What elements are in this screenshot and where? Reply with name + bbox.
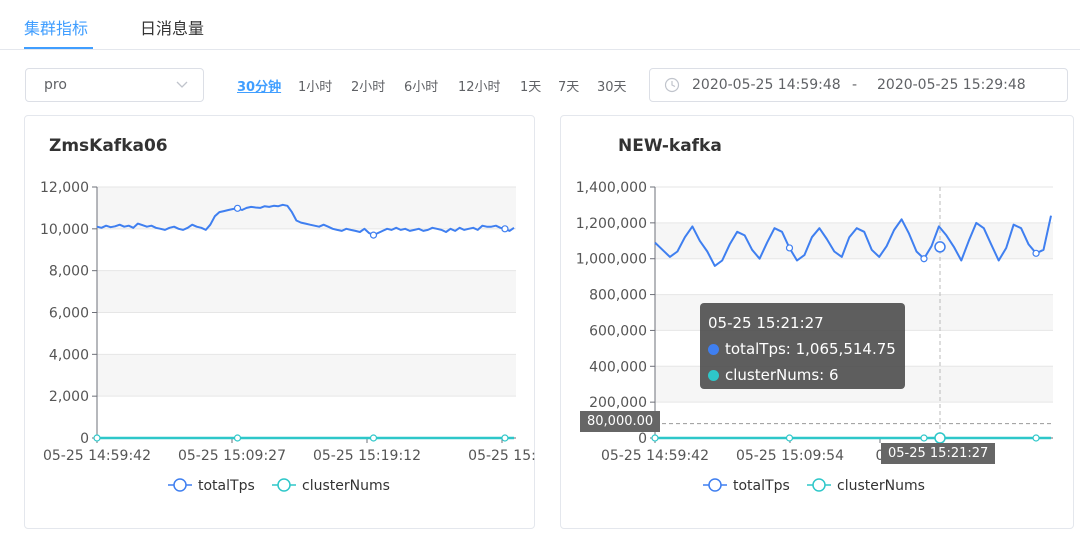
tooltip-row-totaltps: totalTps: 1,065,514.75 <box>708 336 897 362</box>
x-tick-label: 05-25 15:09:27 <box>178 448 286 464</box>
y-tick-label: 1,000,000 <box>576 252 647 268</box>
legend-circle-icon <box>812 478 826 492</box>
hover-point-clusternums <box>934 432 946 444</box>
legend-circle-icon <box>277 478 291 492</box>
range-12h[interactable]: 12小时 <box>458 80 501 95</box>
range-2h[interactable]: 2小时 <box>351 80 386 95</box>
y-tick-label: 200,000 <box>589 395 647 411</box>
range-30d[interactable]: 30天 <box>597 80 627 95</box>
tab-bar: 集群指标 日消息量 <box>0 0 1080 50</box>
legend-circle-icon <box>708 478 722 492</box>
data-point-marker <box>1032 249 1040 257</box>
data-point-marker <box>233 434 242 442</box>
data-point-marker <box>501 225 509 233</box>
series-line-totalTps <box>654 215 1052 267</box>
series-dot-icon <box>708 344 719 355</box>
grid-band <box>97 354 516 397</box>
data-point-marker <box>233 204 242 212</box>
data-point-marker <box>651 434 659 442</box>
y-tick-label: 600,000 <box>589 323 647 339</box>
y-tick-label: 0 <box>80 431 89 447</box>
tooltip-time: 05-25 15:21:27 <box>708 314 824 332</box>
date-range-picker[interactable]: 2020-05-25 14:59:48 - 2020-05-25 15:29:4… <box>649 68 1068 102</box>
data-point-marker <box>1032 434 1040 442</box>
x-tick-label: 05-25 14:59:42 <box>43 448 151 464</box>
y-tick-label: 6,000 <box>49 306 89 322</box>
grid-band <box>655 222 1053 259</box>
x-tick-label: 0 <box>876 448 885 464</box>
y-tick-label: 10,000 <box>40 222 89 238</box>
legend-item-label: clusterNums <box>837 478 925 494</box>
tooltip-totaltps: totalTps: 1,065,514.75 <box>725 340 896 358</box>
active-tab-indicator <box>24 47 93 49</box>
data-point-marker <box>785 434 794 442</box>
environment-select[interactable]: pro <box>25 68 204 102</box>
grid-band <box>97 187 516 229</box>
grid-band <box>97 270 516 313</box>
axis-pointer-x-label: 05-25 15:21:27 <box>881 443 996 464</box>
chart-title: NEW-kafka <box>618 136 722 156</box>
environment-select-value: pro <box>44 77 67 93</box>
legend-item-label: totalTps <box>198 478 255 494</box>
legend-item-label: clusterNums <box>302 478 390 494</box>
data-point-marker <box>785 244 794 252</box>
y-tick-label: 400,000 <box>589 359 647 375</box>
y-tick-label: 1,400,000 <box>576 180 647 196</box>
legend-circle-icon <box>173 478 187 492</box>
data-point-marker <box>920 255 928 263</box>
date-start[interactable]: 2020-05-25 14:59:48 <box>692 77 841 93</box>
x-tick-label: 05-25 15: <box>468 448 536 464</box>
y-tick-label: 2,000 <box>49 389 89 405</box>
range-7d[interactable]: 7天 <box>558 80 580 95</box>
data-point-marker <box>920 434 928 442</box>
date-end[interactable]: 2020-05-25 15:29:48 <box>877 77 1026 93</box>
y-tick-label: 12,000 <box>40 180 89 196</box>
chevron-down-icon <box>176 81 188 88</box>
x-tick-label: 05-25 14:59:42 <box>601 448 709 464</box>
y-tick-label: 0 <box>638 431 647 447</box>
data-point-marker <box>501 434 509 442</box>
tab-daily-messages[interactable]: 日消息量 <box>140 19 205 38</box>
legend-item-label: totalTps <box>733 478 790 494</box>
tooltip-clusternums: clusterNums: 6 <box>725 366 839 384</box>
tab-cluster-metrics[interactable]: 集群指标 <box>24 19 89 38</box>
axis-pointer-y-label: 80,000.00 <box>580 411 661 432</box>
series-dot-icon <box>708 370 719 381</box>
y-tick-label: 1,200,000 <box>576 216 647 232</box>
x-tick-label: 05-25 15:09:54 <box>736 448 844 464</box>
range-1h[interactable]: 1小时 <box>298 80 333 95</box>
hover-point-totaltps <box>934 241 946 253</box>
range-1d[interactable]: 1天 <box>520 80 542 95</box>
series-line-totalTps <box>96 203 515 237</box>
date-separator: - <box>852 77 858 93</box>
data-point-marker <box>369 434 378 442</box>
clock-icon <box>664 77 680 93</box>
chart-title: ZmsKafka06 <box>49 136 168 156</box>
data-point-marker <box>93 434 101 442</box>
chart-tooltip: 05-25 15:21:27 totalTps: 1,065,514.75 cl… <box>700 303 905 389</box>
range-6h[interactable]: 6小时 <box>404 80 439 95</box>
data-point-marker <box>369 231 378 239</box>
y-tick-label: 8,000 <box>49 264 89 280</box>
tooltip-row-clusternums: clusterNums: 6 <box>708 362 897 388</box>
range-30min[interactable]: 30分钟 <box>237 80 282 95</box>
y-tick-label: 800,000 <box>589 288 647 304</box>
y-tick-label: 4,000 <box>49 347 89 363</box>
chart-card-zmskafka06: ZmsKafka06 <box>24 115 535 529</box>
toolbar: pro 30分钟 1小时 2小时 6小时 12小时 1天 7天 30天 2020… <box>0 68 1080 102</box>
x-tick-label: 05-25 15:19:12 <box>313 448 421 464</box>
